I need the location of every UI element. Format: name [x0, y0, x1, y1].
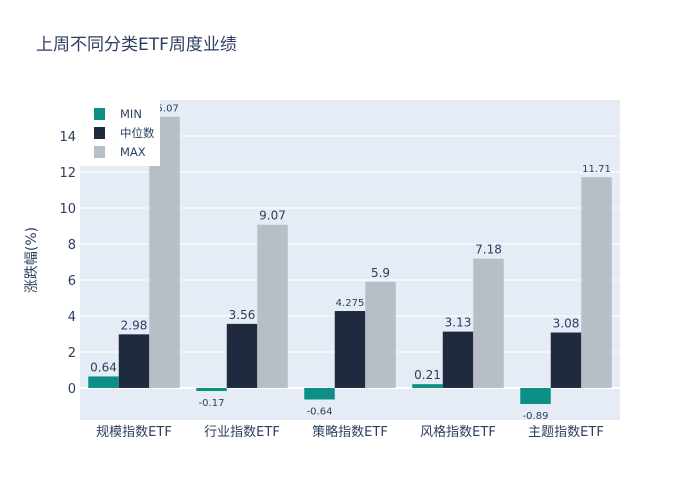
- legend[interactable]: MIN 中位数 MAX: [80, 100, 160, 166]
- data-label: 3.13: [445, 316, 472, 330]
- bar-MIN-2[interactable]: [304, 387, 335, 400]
- x-tick-label: 主题指数ETF: [528, 425, 604, 440]
- data-label: 0.21: [414, 368, 441, 382]
- data-label: 2.98: [121, 318, 148, 332]
- data-label: 4.275: [336, 298, 365, 309]
- x-tick-label: 规模指数ETF: [96, 425, 172, 440]
- legend-label[interactable]: 中位数: [120, 126, 155, 140]
- bar-MAX-2[interactable]: [365, 281, 396, 388]
- data-label: 0.64: [90, 360, 117, 374]
- y-tick-label: 10: [59, 202, 76, 217]
- data-label: 9.07: [259, 209, 286, 223]
- data-label: -0.64: [307, 406, 333, 417]
- y-tick-label: 14: [59, 130, 76, 145]
- bar-MIN-0[interactable]: [88, 376, 119, 388]
- data-label: 15.07: [150, 104, 179, 115]
- y-axis-label: 涨跌幅(%): [24, 227, 40, 293]
- bar-中位数-2[interactable]: [334, 311, 366, 388]
- bar-中位数-3[interactable]: [442, 331, 474, 388]
- legend-swatch[interactable]: [94, 146, 105, 158]
- y-tick-label: 0: [68, 382, 76, 397]
- y-tick-label: 12: [59, 166, 76, 181]
- bar-MIN-4[interactable]: [520, 387, 551, 404]
- legend-label[interactable]: MIN: [120, 107, 142, 121]
- x-tick-label: 策略指数ETF: [312, 424, 388, 440]
- y-tick-label: 4: [68, 310, 76, 325]
- bar-中位数-1[interactable]: [226, 323, 258, 388]
- data-label: -0.89: [523, 411, 549, 422]
- bar-MAX-4[interactable]: [581, 177, 612, 388]
- y-tick-label: 8: [68, 238, 76, 253]
- bar-MIN-1[interactable]: [196, 387, 227, 392]
- data-label: 11.71: [582, 164, 611, 175]
- y-tick-label: 6: [68, 274, 76, 289]
- bar-中位数-4[interactable]: [550, 332, 582, 388]
- bar-MIN-3[interactable]: [412, 384, 443, 388]
- data-label: 7.18: [475, 243, 502, 257]
- x-tick-label: 行业指数ETF: [204, 425, 280, 440]
- data-label: 3.08: [553, 317, 580, 331]
- bar-MAX-3[interactable]: [473, 258, 504, 388]
- chart-title: 上周不同分类ETF周度业绩: [36, 35, 237, 55]
- y-tick-label: 2: [68, 346, 76, 361]
- legend-swatch[interactable]: [94, 108, 105, 120]
- data-label: 5.9: [371, 266, 390, 280]
- x-tick-label: 风格指数ETF: [420, 424, 496, 440]
- legend-swatch[interactable]: [94, 127, 105, 139]
- legend-box: [80, 100, 160, 166]
- data-label: -0.17: [199, 398, 225, 409]
- legend-label[interactable]: MAX: [120, 145, 146, 159]
- bar-中位数-0[interactable]: [118, 334, 150, 388]
- data-label: 3.56: [229, 308, 256, 322]
- bar-MAX-1[interactable]: [257, 224, 288, 388]
